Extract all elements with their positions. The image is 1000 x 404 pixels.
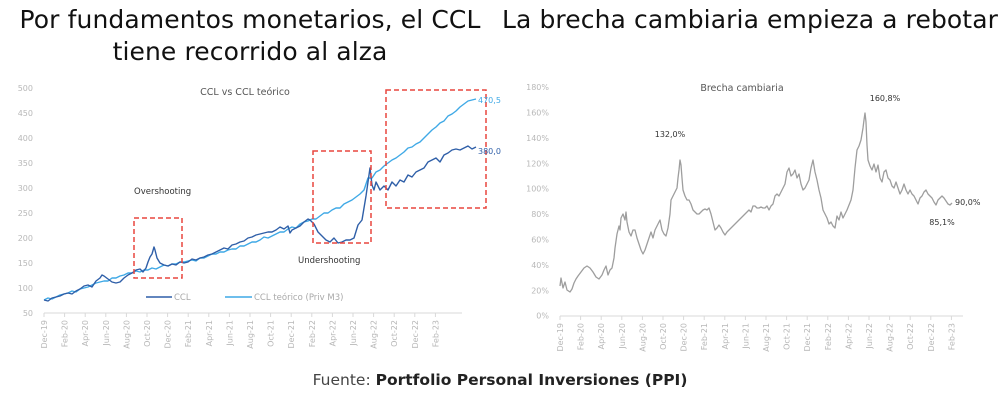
x-tick-label: Aug-21 [246,320,255,349]
undershooting-box [312,150,372,244]
x-tick-label: Aug-20 [638,323,647,352]
x-tick-label: Aug-20 [122,320,131,349]
y-tick-label: 50 [23,309,33,318]
x-tick-label: Dec-20 [164,320,173,349]
y-tick-label: 200 [18,234,33,243]
x-tick-label: Oct-20 [659,323,668,350]
x-tick-label: Aug-22 [370,320,379,349]
overshooting-label: Overshooting [134,187,191,197]
y-tick-label: 150 [18,259,33,268]
source-name: Portfolio Personal Inversiones (PPI) [375,371,688,389]
y-tick-label: 500 [18,84,33,93]
x-tick-label: Apr-21 [721,323,730,349]
low-label: 85,1% [929,218,955,227]
x-tick-label: Dec-21 [803,323,812,352]
y-tick-label: 60% [531,236,549,245]
x-tick-label: Apr-22 [328,320,337,346]
x-tick-label: Feb-23 [947,323,956,350]
y-tick-label: 40% [531,261,549,270]
x-tick-label: Jun-21 [741,323,750,350]
ccl-y-axis-labels: 500 450 400 350 300 250 200 150 100 50 [18,84,33,318]
peak-2022-label: 160,8% [870,94,901,103]
x-tick-label: Oct-22 [390,320,399,347]
y-tick-label: 400 [18,134,33,143]
series-ccl-line [43,145,477,302]
brecha-x-axis-labels: Dec-19 Feb-20 Apr-20 Jun-20 Aug-20 Oct-2… [556,323,956,352]
ccl-teorico-end-label: 470,5 [478,96,501,105]
x-tick-label: Feb-23 [431,320,440,347]
x-tick-label: Aug-21 [762,323,771,352]
y-tick-label: 450 [18,109,33,118]
right-headline: La brecha cambiaria empieza a rebotar [501,5,999,34]
x-tick-label: Feb-21 [184,320,193,347]
projection-box [385,89,487,209]
x-tick-label: Jun-21 [225,320,234,347]
x-tick-label: Dec-22 [927,323,936,352]
x-tick-label: Feb-22 [824,323,833,350]
last-value-label: 90,0% [955,198,981,207]
y-tick-label: 160% [526,109,549,118]
x-tick-label: Feb-21 [700,323,709,350]
ccl-chart-title: CCL vs CCL teórico [200,87,290,98]
x-tick-label: Apr-20 [81,320,90,346]
x-tick-label: Oct-21 [267,320,276,347]
x-tick-label: Apr-22 [844,323,853,349]
overshooting-box [133,217,183,279]
y-tick-label: 0% [536,312,549,321]
source-caption: Fuente: Portfolio Personal Inversiones (… [0,371,1000,389]
x-tick-label: Dec-19 [556,323,565,352]
x-tick-label: Jun-20 [618,323,627,350]
ccl-x-axis-labels: Dec-19 Feb-20 Apr-20 Jun-20 Aug-20 Oct-2… [40,320,440,349]
brecha-chart-title: Brecha cambiaria [700,83,783,94]
x-tick-label: Jun-22 [865,323,874,350]
x-tick-label: Dec-20 [680,323,689,352]
y-tick-label: 120% [526,159,549,168]
x-tick-label: Feb-20 [577,323,586,350]
x-tick-label: Oct-20 [143,320,152,347]
y-tick-label: 350 [18,159,33,168]
y-tick-label: 300 [18,184,33,193]
x-tick-label: Dec-19 [40,320,49,349]
brecha-x-ticks [559,316,952,320]
series-ccl-teorico-line [43,98,477,301]
ccl-chart: 500 450 400 350 300 250 200 150 100 50 [18,84,501,349]
undershooting-label: Undershooting [298,256,360,266]
x-tick-label: Feb-20 [61,320,70,347]
legend-label-ccl-teorico: CCL teórico (Priv M3) [254,292,343,303]
series-brecha-line [559,112,953,293]
y-tick-label: 100 [18,284,33,293]
brecha-chart: 180% 160% 140% 120% 100% 80% 60% 40% 20%… [526,83,981,352]
y-tick-label: 20% [531,286,549,295]
x-tick-label: Apr-20 [597,323,606,349]
y-tick-label: 80% [531,210,549,219]
x-tick-label: Oct-22 [906,323,915,350]
y-tick-label: 100% [526,185,549,194]
source-prefix: Fuente: [312,371,376,389]
x-tick-label: Feb-22 [308,320,317,347]
x-tick-label: Apr-21 [205,320,214,346]
ccl-x-ticks [43,313,436,317]
x-tick-label: Aug-22 [886,323,895,352]
brecha-y-axis-labels: 180% 160% 140% 120% 100% 80% 60% 40% 20%… [526,83,549,321]
x-tick-label: Dec-21 [287,320,296,349]
ccl-legend: CCL CCL teórico (Priv M3) [146,292,343,303]
peak-2020-label: 132,0% [655,130,686,139]
x-tick-label: Dec-22 [411,320,420,349]
x-tick-label: Jun-20 [102,320,111,347]
y-tick-label: 180% [526,83,549,92]
x-tick-label: Jun-22 [349,320,358,347]
legend-label-ccl: CCL [174,293,191,303]
y-tick-label: 250 [18,209,33,218]
ccl-end-label: 380,0 [478,147,501,156]
y-tick-label: 140% [526,134,549,143]
left-headline: Por fundamentos monetarios, el CCL tiene… [19,5,481,66]
x-tick-label: Oct-21 [783,323,792,350]
